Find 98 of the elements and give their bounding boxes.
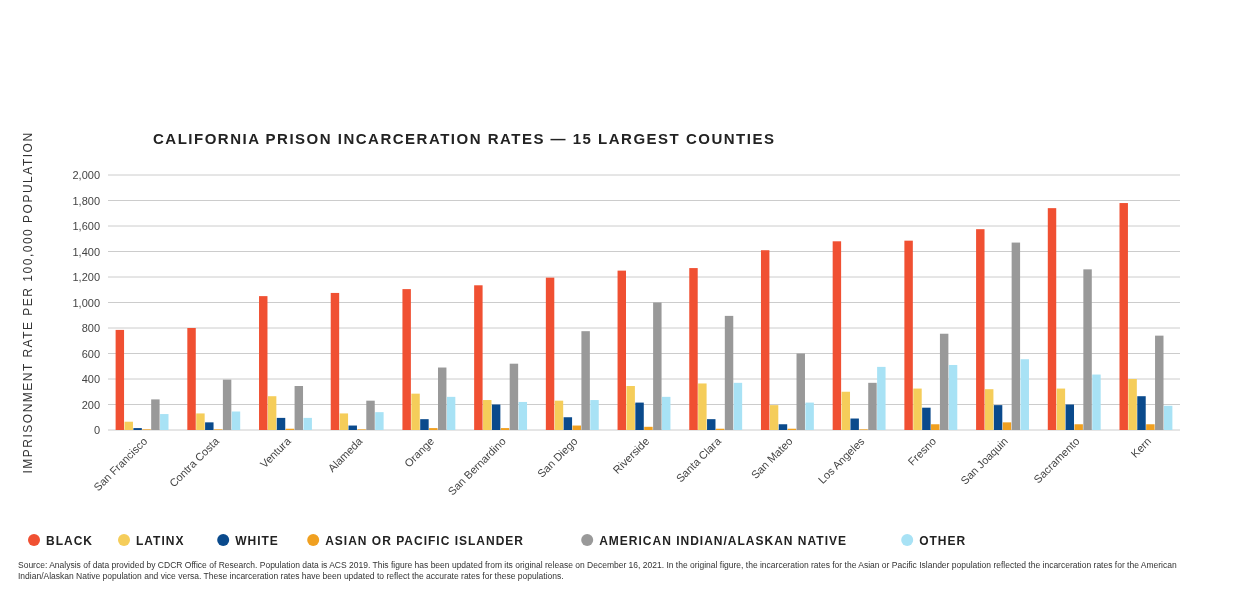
bar [1002, 422, 1012, 430]
bar [294, 386, 304, 430]
bar [805, 402, 814, 430]
bar [1092, 374, 1101, 430]
bar [1137, 396, 1146, 430]
y-tick-label: 400 [81, 373, 100, 385]
bar [724, 315, 734, 430]
bar [698, 383, 707, 430]
bar [769, 405, 779, 430]
bar [205, 422, 214, 430]
bar [518, 401, 528, 430]
source-note: Source: Analysis of data provided by CDCR Office of Research. Population data is ACS 2019. This figure has been updated from its original release on December 16, 2021. In the original figure, the incarceration rates for the Asian or Pacific Islander population reflected the incarceration rates for the American Indian/Alaskan Native population and vice versa. These incarceration rates have been updated to reflect the accurate rates for these populations. [18, 560, 1178, 582]
bar [904, 240, 913, 430]
bar [1056, 388, 1066, 430]
bar [653, 302, 662, 430]
legend-label: AMERICAN INDIAN/ALASKAN NATIVE [599, 533, 847, 548]
legend-label: LATINX [136, 533, 185, 548]
bar [491, 404, 501, 430]
bar [931, 424, 940, 430]
bar [1047, 208, 1057, 430]
chart-title: CALIFORNIA PRISON INCARCERATION RATES — 15 LARGEST COUNTIES [153, 130, 776, 147]
bar [402, 289, 411, 430]
bar [187, 328, 196, 430]
y-tick-label: 0 [93, 424, 100, 436]
bar [509, 363, 519, 430]
bar [545, 277, 555, 430]
bar [778, 424, 788, 430]
y-tick-label: 1,400 [72, 245, 100, 258]
bar [1128, 379, 1137, 430]
bar [662, 396, 671, 430]
bar [617, 270, 626, 430]
bar [1011, 242, 1021, 430]
bar [339, 413, 349, 430]
legend-label: OTHER [919, 533, 967, 548]
bar [689, 268, 698, 430]
legend-label: ASIAN OR PACIFIC ISLANDER [325, 533, 524, 548]
bar [554, 400, 564, 430]
bar [590, 400, 599, 430]
bar [913, 388, 922, 430]
y-tick-label: 1,000 [72, 296, 100, 309]
bar [1119, 203, 1128, 430]
bar [259, 296, 268, 430]
bar [420, 419, 429, 430]
bar [1020, 359, 1029, 430]
bar [563, 417, 573, 430]
bar [160, 414, 169, 430]
bar [635, 402, 644, 430]
bar [644, 426, 653, 430]
bar [993, 405, 1003, 430]
y-tick-label: 1,600 [72, 220, 100, 232]
y-tick-label: 1,200 [72, 271, 100, 283]
y-axis-title: IMPRISONMENT RATE PER 100,000 POPULATION [21, 131, 35, 474]
bar [626, 386, 635, 430]
bar [411, 393, 420, 430]
bar [796, 353, 805, 430]
bar [850, 418, 859, 430]
bar [948, 364, 958, 430]
y-tick-label: 200 [81, 398, 100, 411]
y-tick-label: 2,000 [72, 169, 100, 181]
bar [733, 382, 743, 430]
bar [303, 417, 312, 430]
bar [267, 396, 277, 430]
bar [832, 241, 842, 430]
bar [1065, 404, 1075, 430]
bar [841, 391, 851, 430]
bar [151, 399, 160, 430]
bar [1083, 269, 1092, 430]
bar [877, 366, 886, 430]
y-tick-label: 800 [81, 322, 100, 334]
bar [115, 329, 125, 430]
bar [366, 400, 375, 430]
bar [474, 285, 483, 430]
bar [984, 389, 994, 430]
y-tick-label: 600 [81, 347, 100, 360]
bar [276, 417, 286, 430]
y-tick-label: 1,800 [72, 194, 100, 207]
bar [375, 412, 384, 430]
bar [483, 400, 492, 430]
bar [922, 407, 931, 430]
bar [760, 250, 770, 430]
bar [707, 419, 716, 430]
bar [1155, 335, 1164, 430]
bar [437, 367, 447, 430]
bar [976, 229, 985, 430]
bar [868, 382, 877, 430]
bar [446, 396, 456, 430]
bar [939, 333, 949, 430]
bar [196, 413, 205, 430]
bar [1074, 424, 1083, 430]
bar [330, 292, 340, 430]
bar [581, 331, 590, 430]
bar [1146, 424, 1155, 430]
bar [1163, 405, 1173, 430]
legend-label: WHITE [235, 533, 279, 548]
bar [222, 379, 232, 430]
bar [231, 411, 241, 430]
legend-label: BLACK [46, 533, 93, 548]
bar [124, 421, 133, 430]
